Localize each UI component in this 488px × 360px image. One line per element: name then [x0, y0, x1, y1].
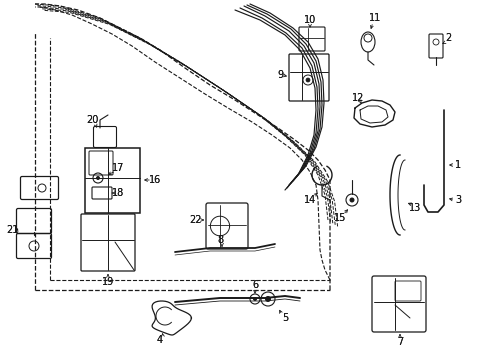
Text: 11: 11 [368, 13, 380, 23]
Text: 14: 14 [303, 195, 315, 205]
Text: 4: 4 [157, 335, 163, 345]
Text: 21: 21 [6, 225, 18, 235]
Circle shape [264, 296, 270, 302]
Text: 19: 19 [102, 277, 114, 287]
Text: 18: 18 [112, 188, 124, 198]
Text: 5: 5 [281, 313, 287, 323]
Text: 2: 2 [444, 33, 450, 43]
Text: 3: 3 [454, 195, 460, 205]
Text: 9: 9 [276, 70, 283, 80]
Text: 14: 14 [303, 195, 315, 205]
Text: 22: 22 [189, 215, 202, 225]
Circle shape [252, 297, 257, 301]
Text: 9: 9 [276, 70, 283, 80]
Text: 16: 16 [148, 175, 161, 185]
Text: 2: 2 [444, 33, 450, 43]
Text: 6: 6 [251, 280, 258, 290]
Text: 7: 7 [396, 337, 402, 347]
Text: 5: 5 [281, 313, 287, 323]
Text: 20: 20 [85, 115, 98, 125]
Text: 12: 12 [351, 93, 364, 103]
Text: 4: 4 [157, 335, 163, 345]
Circle shape [305, 78, 309, 82]
Text: 8: 8 [217, 235, 223, 245]
Text: 6: 6 [251, 280, 258, 290]
Text: 13: 13 [408, 203, 420, 213]
Text: 18: 18 [112, 188, 124, 198]
Circle shape [96, 176, 100, 180]
Text: 17: 17 [112, 163, 124, 173]
Text: 17: 17 [112, 163, 124, 173]
Text: 19: 19 [102, 277, 114, 287]
Text: 22: 22 [189, 215, 202, 225]
Text: 20: 20 [85, 115, 98, 125]
Text: 10: 10 [303, 15, 315, 25]
Text: 7: 7 [396, 337, 402, 347]
Text: 12: 12 [351, 93, 364, 103]
Text: 3: 3 [454, 195, 460, 205]
Text: 15: 15 [333, 213, 346, 223]
Text: 10: 10 [303, 15, 315, 25]
Text: 21: 21 [6, 225, 18, 235]
Text: 1: 1 [454, 160, 460, 170]
Text: 11: 11 [368, 13, 380, 23]
Text: 15: 15 [333, 213, 346, 223]
Text: 1: 1 [454, 160, 460, 170]
Text: 16: 16 [148, 175, 161, 185]
Circle shape [349, 198, 354, 202]
Text: 13: 13 [408, 203, 420, 213]
Text: 8: 8 [217, 235, 223, 245]
Circle shape [249, 294, 260, 304]
Bar [85, 148, 140, 213]
